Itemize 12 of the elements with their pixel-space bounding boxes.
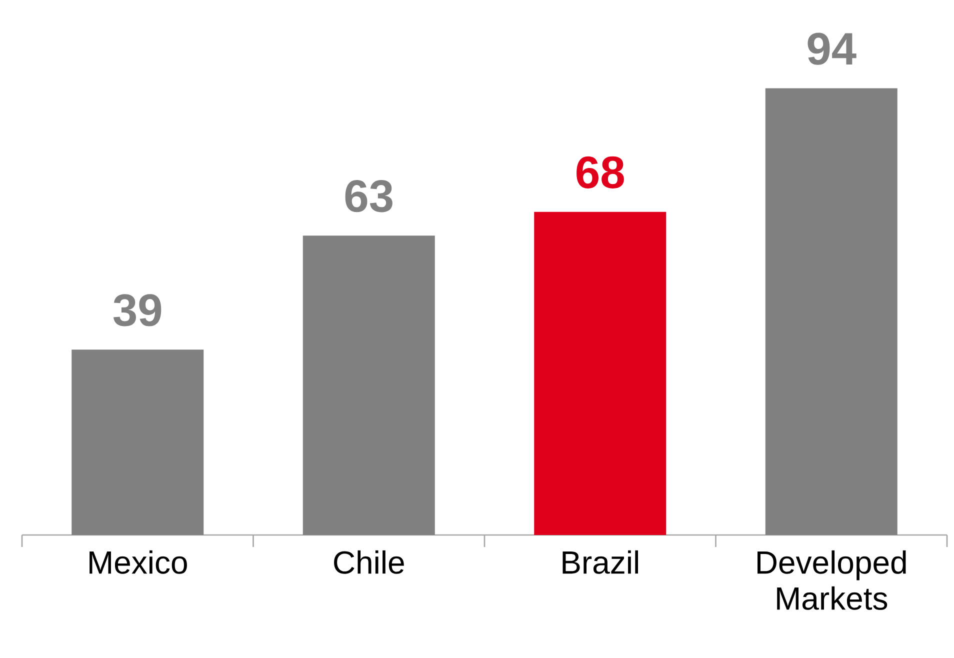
- x-tick-label: Brazil: [562, 550, 638, 574]
- data-label: 63: [345, 180, 392, 212]
- bar: [72, 350, 204, 535]
- bar: [534, 212, 666, 535]
- x-tick-label: Chile: [334, 550, 404, 574]
- data-label: 94: [808, 32, 856, 65]
- x-tick-label: Developed Markets: [758, 550, 906, 610]
- bar: [302, 236, 435, 535]
- data-label: 39: [113, 294, 162, 326]
- x-tick-label: Mexico: [90, 550, 187, 574]
- data-label: 68: [576, 156, 624, 188]
- bar: [765, 88, 898, 535]
